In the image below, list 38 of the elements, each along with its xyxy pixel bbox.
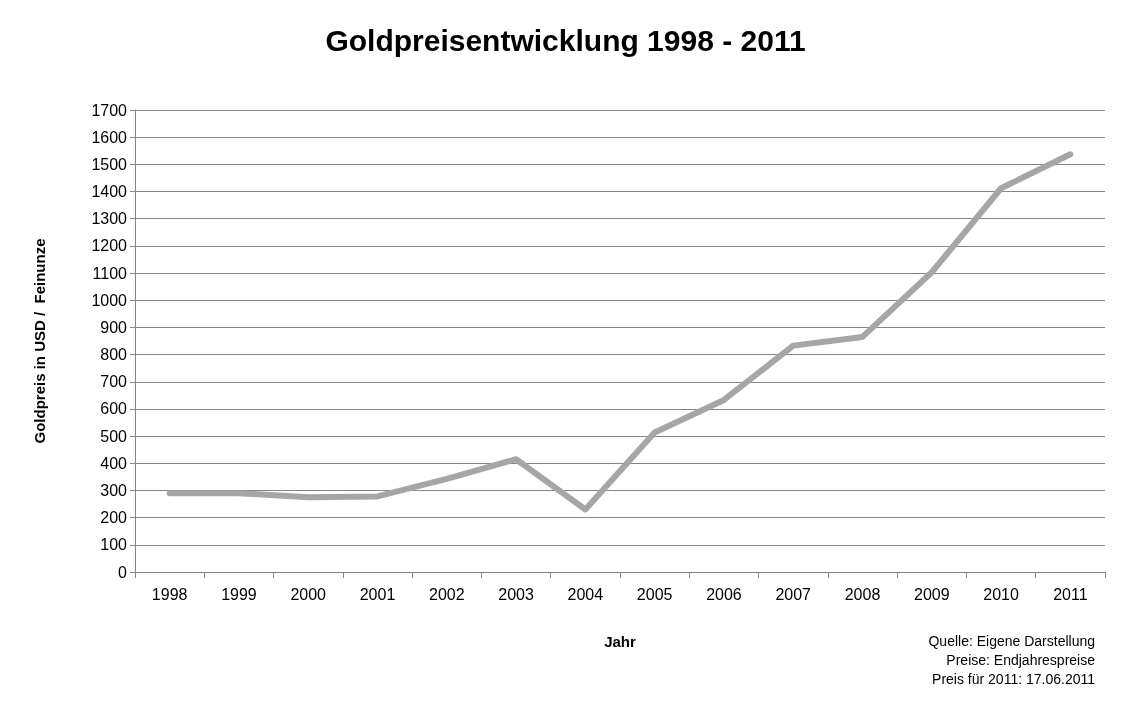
- x-tick-label: 2006: [706, 585, 742, 603]
- x-tick-label: 2010: [983, 585, 1019, 603]
- y-tick-label: 1200: [91, 237, 128, 255]
- text: Preis für 2011: 17.06.2011: [932, 671, 1096, 687]
- y-tick-label: 1500: [91, 155, 128, 173]
- source-note: Quelle: Eigene Darstellung: [928, 633, 1095, 649]
- x-tick-label: 2000: [290, 585, 327, 603]
- x-tick-label: 2002: [428, 585, 465, 603]
- y-tick-label: 400: [100, 454, 128, 472]
- text: Preise: Endjahrespreise: [946, 652, 1096, 668]
- x-axis-title: Jahr: [604, 633, 636, 650]
- y-axis-title: Goldpreis in USD / Feinunze: [31, 238, 48, 444]
- y-tick-label: 200: [100, 509, 128, 527]
- y-tick-label: 900: [100, 318, 128, 336]
- y-tick-label: 300: [100, 481, 128, 499]
- x-tick-label: 2001: [359, 585, 396, 603]
- y-tick-label: 800: [100, 346, 128, 364]
- y-tick-label: 500: [100, 427, 128, 445]
- x-tick-label: 2004: [567, 585, 604, 603]
- y-tick-label: 1600: [91, 128, 128, 146]
- x-tick-label: 2003: [498, 585, 534, 603]
- y-tick-label: 1400: [91, 183, 128, 201]
- y-tick-label: 700: [100, 373, 128, 391]
- y-tick-label: 1100: [92, 264, 128, 282]
- y-tick-label: 0: [118, 563, 128, 581]
- x-tick-label: 1999: [221, 585, 257, 603]
- x-tick-label: 2007: [775, 585, 812, 603]
- chart-title: Goldpreisentwicklung 1998 - 2011: [325, 23, 806, 57]
- y-tick-label: 1700: [91, 101, 128, 119]
- y-tick-label: 600: [100, 400, 128, 418]
- x-tick-label: 1998: [151, 585, 188, 603]
- y-tick-label: 1300: [91, 210, 128, 228]
- x-tick-label: 2009: [913, 585, 950, 603]
- y-tick-label: 100: [100, 536, 128, 554]
- x-tick-label: 2011: [1053, 585, 1088, 603]
- y-tick-label: 1000: [91, 291, 128, 309]
- x-tick-label: 2005: [636, 585, 673, 603]
- x-tick-label: 2008: [844, 585, 881, 603]
